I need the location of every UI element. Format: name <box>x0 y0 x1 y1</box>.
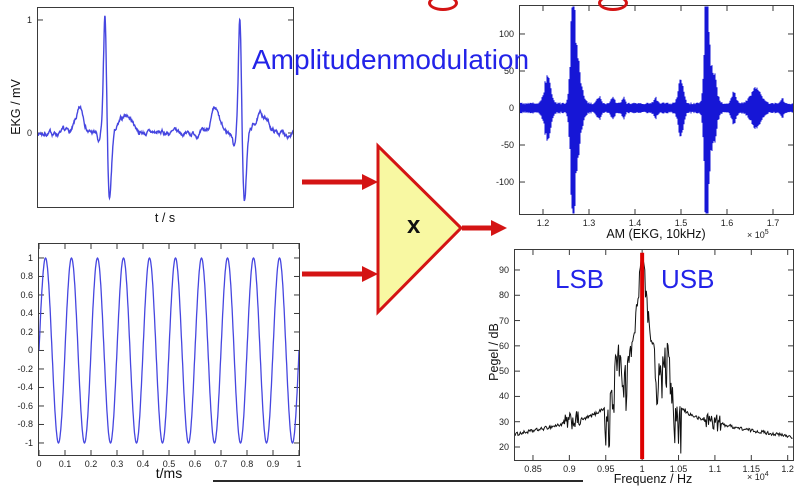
am-y-tick-label: 100 <box>498 28 514 39</box>
carrier-x-tick-label: 0.6 <box>188 459 202 469</box>
am-x-tick-label: 1.4 <box>628 218 642 228</box>
spectrum-y-tick-label: 50 <box>498 366 509 377</box>
am-output-arrow <box>462 220 507 236</box>
carrier-x-tick-label: 1 <box>296 459 302 469</box>
carrier-y-tick-label: 0.6 <box>20 289 33 300</box>
am-y-tick-label: 0 <box>508 103 514 113</box>
usb-label: USB <box>661 264 715 294</box>
carrier-y-tick-label: -0.8 <box>17 419 33 430</box>
slide-title: Amplitudenmodulation <box>252 44 530 75</box>
spectrum-x-tick-label: 1.15 <box>742 464 761 474</box>
spectrum-x-scale-exponent: × 104 <box>747 471 769 482</box>
carrier-x-tick-label: 0.7 <box>214 459 228 469</box>
carrier-x-tick-label: 0.2 <box>84 459 98 469</box>
am-x-tick-label: 1.6 <box>720 218 734 228</box>
spectrum-x-tick-label: 1.1 <box>708 464 722 474</box>
spectrum-y-tick-label: 90 <box>498 264 509 275</box>
ekg-y-tick-label: 1 <box>26 14 32 25</box>
spectrum-y-tick-label: 20 <box>498 442 509 452</box>
plot-ekg <box>36 6 294 208</box>
am-x-scale-base: × 10 <box>747 230 765 240</box>
am-y-tick-label: 50 <box>503 65 514 76</box>
carrier-x-axis-label: t/ms <box>155 465 183 481</box>
am-y-tick-label: -50 <box>500 140 514 150</box>
am-x-tick-label: 1.2 <box>536 218 550 228</box>
multiplier-x-label: x <box>407 212 421 239</box>
carrier-y-tick-label: -0.4 <box>17 382 33 393</box>
ekg-input-arrow <box>302 174 378 190</box>
spectrum-x-tick-label: 0.95 <box>596 464 615 474</box>
footer-rule <box>213 480 583 482</box>
carrier-x-tick-label: 0.8 <box>240 459 254 469</box>
carrier-y-tick-label: 0.2 <box>20 326 33 337</box>
spectrum-x-tick-label: 0.85 <box>524 464 542 474</box>
carrier-y-tick-label: 0.4 <box>20 308 33 319</box>
carrier-y-tick-label: -0.2 <box>17 363 33 374</box>
lsb-label: LSB <box>555 264 605 294</box>
spectrum-y-tick-label: 80 <box>498 290 509 301</box>
am-x-tick-label: 1.3 <box>582 218 596 228</box>
spectrum-x-tick-label: 1.05 <box>669 464 688 474</box>
carrier-x-tick-label: 0.5 <box>162 459 176 469</box>
am-x-scale-power: 5 <box>764 229 769 236</box>
spectrum-x-tick-label: 1 <box>639 464 645 474</box>
clipped-red-heading-descender <box>598 0 628 11</box>
spectrum-x-tick-label: 1.2 <box>781 464 794 474</box>
spectrum-x-axis-label: Frequenz / Hz <box>613 472 693 486</box>
spectrum-y-tick-label: 70 <box>498 315 509 326</box>
am-x-tick-label: 1.7 <box>766 218 780 228</box>
carrier-x-tick-label: 0.4 <box>136 459 150 469</box>
spectrum-x-scale-base: × 10 <box>747 472 765 482</box>
carrier-y-tick-label: 1 <box>27 252 33 263</box>
ekg-y-tick-label: 0 <box>26 127 32 138</box>
ekg-x-axis-label: t / s <box>154 211 176 225</box>
carrier-x-tick-label: 0.3 <box>110 459 124 469</box>
carrier-x-tick-label: 0.1 <box>58 459 72 469</box>
spectrum-y-tick-label: 40 <box>498 391 509 402</box>
carrier-y-tick-label: -0.6 <box>17 400 33 411</box>
am-x-tick-label: 1.5 <box>674 218 688 228</box>
carrier-x-tick-label: 0.9 <box>266 459 280 469</box>
spectrum-x-scale-power: 4 <box>764 471 769 478</box>
plot-spectrum <box>513 248 794 461</box>
carrier-y-tick-label: 0 <box>27 345 33 356</box>
carrier-x-tick-label: 0 <box>36 459 42 469</box>
am-x-scale-exponent: × 105 <box>747 229 769 240</box>
carrier-input-arrow <box>302 266 378 282</box>
spectrum-y-tick-label: 60 <box>498 340 509 351</box>
am-x-axis-label: AM (EKG, 10kHz) <box>606 227 706 241</box>
carrier-y-tick-label: 0.8 <box>20 271 33 282</box>
am-y-tick-label: -100 <box>495 177 514 188</box>
clipped-red-heading-descender <box>428 0 458 11</box>
spectrum-x-tick-label: 0.9 <box>563 464 576 474</box>
ekg-y-axis-label: EKG / mV <box>9 79 23 135</box>
plot-carrier <box>37 242 300 456</box>
spectrum-y-tick-label: 30 <box>498 416 509 427</box>
carrier-y-tick-label: -1 <box>24 437 33 448</box>
plot-am <box>518 4 794 215</box>
